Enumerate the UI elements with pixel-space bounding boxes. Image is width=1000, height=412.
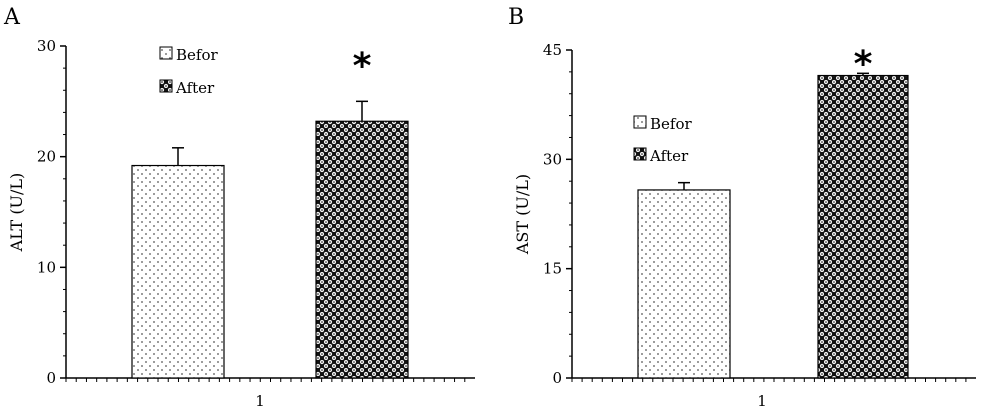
x-tick-label: 1 [255, 392, 265, 410]
y-tick-label: 30 [37, 37, 56, 55]
y-tick-label: 30 [543, 150, 562, 168]
legend-swatch-after [159, 79, 173, 93]
y-tick-label: 20 [37, 148, 56, 166]
x-tick-label: 1 [757, 392, 767, 410]
bar-befor [637, 189, 731, 379]
y-tick-label: 0 [46, 369, 56, 387]
legend-swatch-befor [159, 46, 173, 60]
y-axis-title: AST (U/L) [513, 174, 532, 255]
legend-label-after: After [175, 79, 215, 97]
panel-letter: A [3, 5, 21, 30]
y-tick-label: 15 [543, 260, 562, 278]
y-tick-label: 0 [552, 369, 562, 387]
legend-label-after: After [649, 147, 689, 165]
bar-befor [131, 164, 225, 379]
y-tick-label: 10 [37, 258, 56, 276]
legend-label-befor: Befor [176, 46, 218, 64]
bar-after [817, 74, 909, 379]
y-axis-title: ALT (U/L) [7, 173, 26, 253]
chart-panel-a: A 0 10 20 30 ALT (U/L) 1 * Befor After [3, 5, 475, 410]
bar-after [315, 120, 409, 379]
chart-panel-b: B 0 15 30 45 AST (U/L) 1 * Befor After [508, 5, 976, 410]
legend-swatch-after [633, 147, 647, 161]
significance-star: * [854, 44, 873, 85]
legend-label-befor: Befor [650, 115, 692, 133]
significance-star: * [353, 46, 372, 87]
y-tick-label: 45 [543, 41, 562, 59]
legend-swatch-befor [633, 115, 647, 129]
panel-letter: B [508, 5, 524, 30]
